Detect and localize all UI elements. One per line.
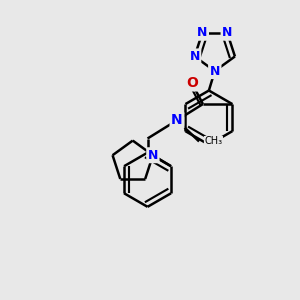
Text: O: O: [186, 76, 198, 90]
Text: N: N: [189, 50, 200, 63]
Text: N: N: [210, 64, 220, 78]
Text: CH₃: CH₃: [204, 136, 223, 146]
Text: N: N: [222, 26, 232, 39]
Text: N: N: [148, 149, 158, 162]
Text: N: N: [197, 26, 208, 39]
Text: N: N: [171, 113, 183, 127]
